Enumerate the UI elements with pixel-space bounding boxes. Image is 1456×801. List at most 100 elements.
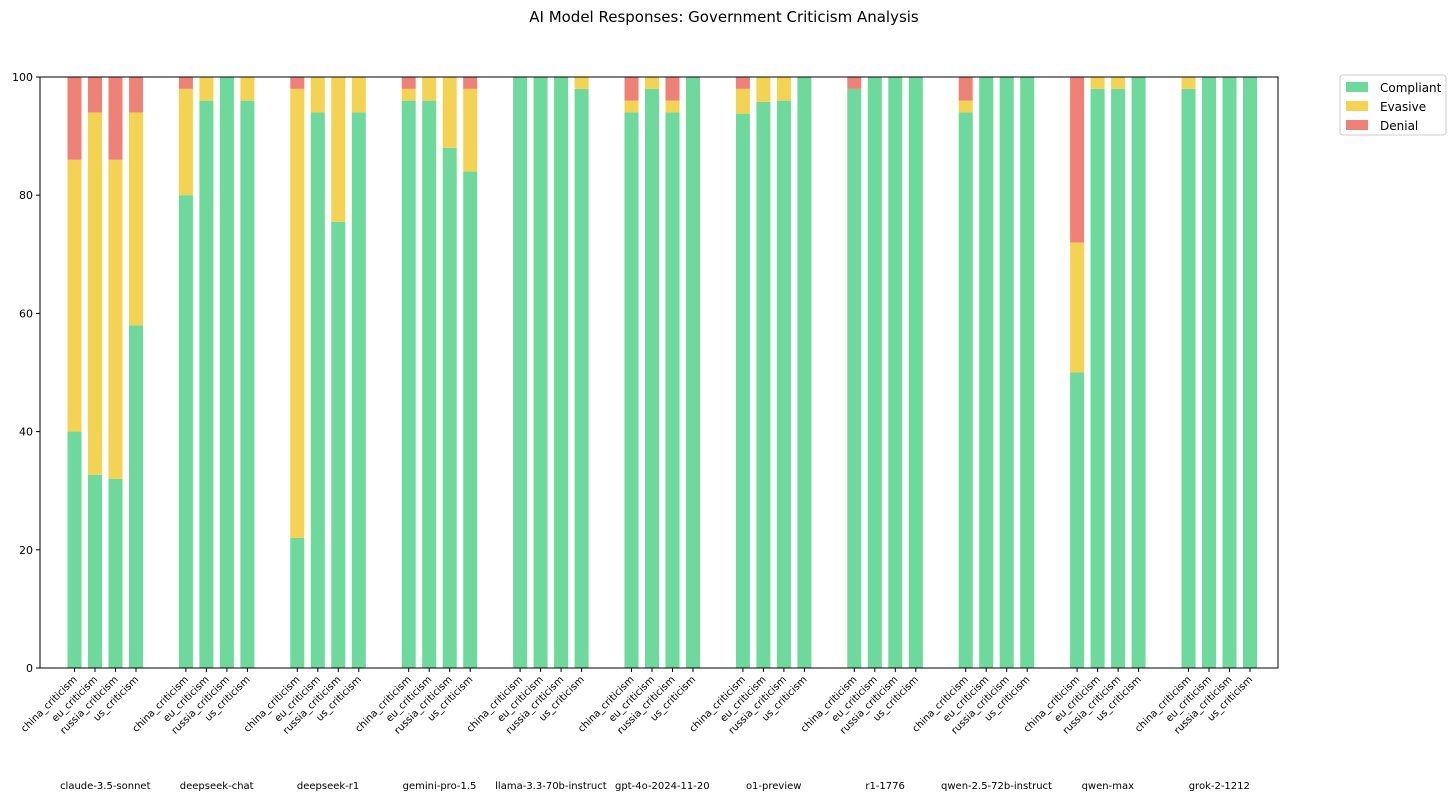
- bar-compliant: [219, 77, 234, 668]
- bar-evasive: [310, 77, 325, 113]
- bar-evasive: [624, 100, 639, 113]
- group-label: qwen-2.5-72b-instruct: [941, 781, 1052, 792]
- bar-compliant: [574, 88, 589, 668]
- bar-compliant: [401, 100, 416, 668]
- bar-denial: [88, 77, 102, 113]
- bar-evasive: [178, 88, 193, 196]
- bar-evasive: [463, 88, 478, 172]
- group-label: deepseek-chat: [180, 781, 254, 792]
- bar-compliant: [756, 101, 771, 668]
- y-tick-label: 100: [12, 71, 33, 84]
- group-label: grok-2-1212: [1189, 781, 1250, 792]
- bar-compliant: [1090, 88, 1105, 668]
- bar-denial: [178, 77, 193, 89]
- bar-evasive: [108, 159, 123, 479]
- bar-compliant: [199, 100, 214, 668]
- bar-evasive: [401, 88, 416, 101]
- y-tick-label: 60: [19, 307, 33, 320]
- bar-compliant: [624, 112, 639, 668]
- bar-denial: [958, 77, 973, 101]
- group-label: o1-preview: [746, 781, 802, 792]
- bar-compliant: [797, 77, 812, 668]
- bar-compliant: [847, 88, 862, 668]
- bar-compliant: [1202, 77, 1216, 668]
- bar-compliant: [331, 221, 346, 669]
- bar-compliant: [178, 195, 193, 668]
- group-label: r1-1776: [865, 781, 905, 792]
- bar-compliant: [1020, 77, 1035, 668]
- legend-swatch-compliant: [1346, 82, 1368, 92]
- bar-evasive: [958, 100, 973, 113]
- bar-denial: [290, 77, 305, 89]
- bar-denial: [463, 77, 478, 89]
- group-label: gemini-pro-1.5: [403, 781, 477, 792]
- bars-layer: [67, 77, 1257, 669]
- bar-evasive: [574, 77, 589, 89]
- bar-evasive: [665, 100, 680, 113]
- bar-compliant: [888, 77, 903, 668]
- bar-denial: [665, 77, 680, 101]
- legend-label-compliant: Compliant: [1380, 81, 1442, 95]
- bar-compliant: [999, 77, 1014, 668]
- bar-evasive: [240, 77, 255, 101]
- bar-compliant: [108, 478, 123, 668]
- y-tick-label: 20: [19, 544, 33, 557]
- y-tick-label: 0: [26, 662, 33, 675]
- group-label: claude-3.5-sonnet: [60, 781, 151, 792]
- bar-compliant: [1222, 77, 1237, 668]
- legend-swatch-evasive: [1346, 101, 1368, 111]
- bar-evasive: [776, 77, 791, 101]
- bar-evasive: [1111, 77, 1126, 89]
- bar-evasive: [1090, 77, 1105, 89]
- chart-title: AI Model Responses: Government Criticism…: [529, 8, 919, 26]
- bar-evasive: [331, 77, 346, 222]
- bar-evasive: [1070, 242, 1085, 373]
- bar-compliant: [290, 537, 305, 668]
- bar-compliant: [686, 77, 700, 668]
- bar-compliant: [735, 113, 750, 668]
- bar-evasive: [422, 77, 437, 101]
- bar-compliant: [776, 100, 791, 668]
- y-tick-label: 40: [19, 426, 33, 439]
- bar-compliant: [1111, 88, 1126, 668]
- bar-compliant: [351, 112, 366, 668]
- bar-compliant: [67, 431, 82, 668]
- bar-denial: [108, 77, 123, 160]
- bar-compliant: [463, 171, 478, 668]
- group-label: qwen-max: [1082, 781, 1134, 792]
- bar-compliant: [533, 77, 548, 668]
- group-label: deepseek-r1: [297, 781, 359, 792]
- bar-compliant: [554, 77, 569, 668]
- bar-compliant: [422, 100, 437, 668]
- bar-denial: [129, 77, 143, 113]
- bar-compliant: [645, 88, 659, 668]
- group-label: gpt-4o-2024-11-20: [615, 781, 710, 792]
- bar-denial: [847, 77, 862, 89]
- bar-compliant: [1131, 77, 1146, 668]
- bar-compliant: [665, 112, 680, 668]
- bar-evasive: [290, 88, 305, 538]
- bar-compliant: [310, 112, 325, 668]
- bar-denial: [67, 77, 82, 160]
- bar-compliant: [240, 100, 255, 668]
- bar-compliant: [442, 147, 457, 669]
- bar-compliant: [908, 77, 923, 668]
- bar-evasive: [756, 77, 771, 102]
- bar-compliant: [129, 325, 143, 668]
- legend: Compliant Evasive Denial: [1339, 74, 1447, 136]
- bar-compliant: [1243, 77, 1257, 668]
- bar-denial: [735, 77, 750, 89]
- bar-denial: [624, 77, 639, 101]
- bar-evasive: [67, 159, 82, 432]
- y-tick-label: 80: [19, 189, 33, 202]
- bar-compliant: [1070, 372, 1085, 668]
- bar-evasive: [645, 77, 659, 89]
- bar-evasive: [735, 88, 750, 114]
- bar-compliant: [867, 77, 882, 668]
- bar-evasive: [1181, 77, 1196, 89]
- bar-compliant: [88, 474, 102, 668]
- legend-swatch-denial: [1346, 120, 1368, 130]
- bar-evasive: [442, 77, 457, 148]
- legend-label-denial: Denial: [1380, 119, 1418, 133]
